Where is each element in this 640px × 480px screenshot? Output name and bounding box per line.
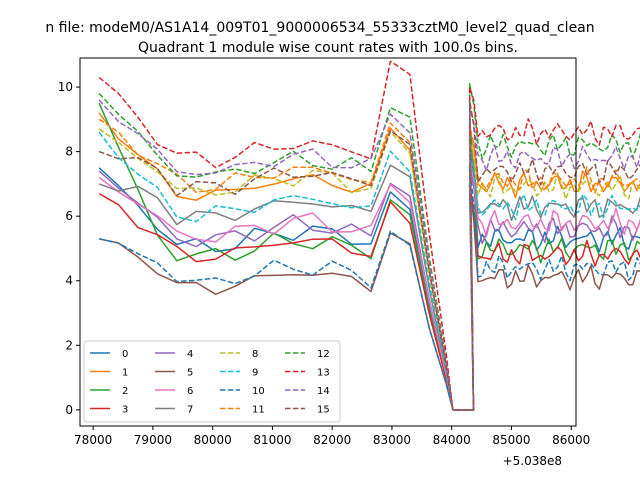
x-tick-label: 85000 (492, 433, 530, 447)
legend-box (83, 340, 341, 423)
series-line-5 (98, 183, 640, 411)
x-tick-label: 86000 (552, 433, 590, 447)
legend-label-2: 2 (122, 386, 128, 397)
x-tick-label: 83000 (373, 433, 411, 447)
x-tick-label: 81000 (253, 433, 291, 447)
legend-label-14: 14 (317, 386, 330, 397)
legend-label-15: 15 (317, 405, 330, 416)
legend-label-1: 1 (122, 368, 128, 379)
legend-label-6: 6 (187, 386, 193, 397)
x-tick-label: 78000 (74, 433, 112, 447)
legend-label-0: 0 (122, 349, 128, 360)
series-line-13 (98, 60, 640, 411)
legend-label-9: 9 (252, 368, 258, 379)
series-line-9 (98, 131, 640, 411)
chart-title: Quadrant 1 module wise count rates with … (138, 40, 518, 56)
legend-label-13: 13 (317, 368, 330, 379)
legend-label-4: 4 (187, 349, 193, 360)
figure-suptitle: n file: modeM0/AS1A14_009T01_9000006534_… (45, 20, 594, 36)
series-line-8 (98, 128, 640, 411)
series-line-3 (98, 183, 640, 411)
y-tick-label: 6 (65, 209, 73, 223)
series-line-12 (98, 83, 640, 411)
x-offset-label: +5.038e8 (503, 454, 562, 468)
y-tick-label: 2 (65, 338, 73, 352)
series-line-10 (98, 163, 640, 411)
series-line-14 (98, 99, 640, 411)
x-tick-label: 82000 (313, 433, 351, 447)
legend-label-12: 12 (317, 349, 330, 360)
y-tick-label: 10 (58, 80, 73, 94)
y-tick-label: 8 (65, 145, 73, 159)
y-tick-label: 4 (65, 274, 73, 288)
x-tick-label: 80000 (194, 433, 232, 447)
plot-frame (79, 57, 577, 427)
legend-label-8: 8 (252, 349, 258, 360)
series-layer (98, 60, 640, 411)
legend-label-7: 7 (187, 405, 193, 416)
series-line-6 (98, 157, 640, 411)
x-tick-label: 79000 (134, 433, 172, 447)
legend-label-11: 11 (252, 405, 265, 416)
x-tick-label: 84000 (433, 433, 471, 447)
legend-label-3: 3 (122, 405, 128, 416)
y-axis: 0 2 4 6 8 10 (58, 80, 80, 417)
legend-label-10: 10 (252, 386, 265, 397)
legend-label-5: 5 (187, 368, 193, 379)
series-line-2 (98, 102, 640, 411)
y-tick-label: 0 (65, 403, 73, 417)
x-axis: 78000 79000 80000 81000 82000 83000 84000 85000… (74, 426, 590, 447)
